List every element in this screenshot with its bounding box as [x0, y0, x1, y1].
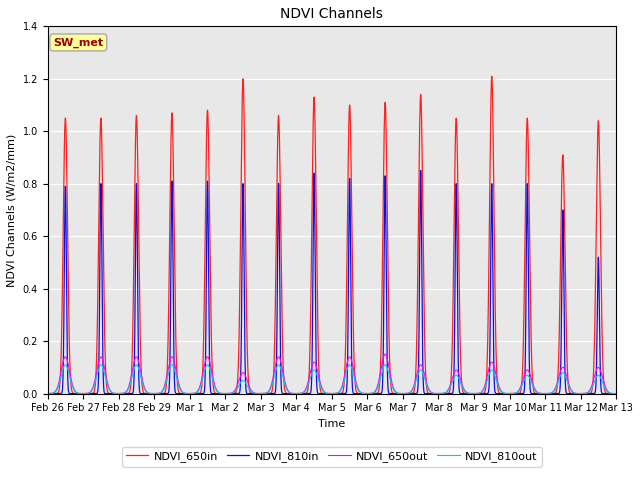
NDVI_810out — [44, 391, 51, 396]
NDVI_650out — [95, 360, 102, 366]
NDVI_810in — [95, 380, 102, 386]
NDVI_650in — [484, 351, 492, 357]
NDVI_650in — [525, 185, 532, 191]
NDVI_810out — [612, 391, 620, 396]
Y-axis label: NDVI Channels (W/m2/mm): NDVI Channels (W/m2/mm) — [7, 133, 17, 287]
NDVI_650in — [200, 296, 208, 301]
Title: NDVI Channels: NDVI Channels — [280, 7, 383, 21]
Text: SW_met: SW_met — [53, 37, 104, 48]
NDVI_810in — [484, 391, 492, 396]
NDVI_650out — [381, 351, 389, 357]
NDVI_810in — [417, 168, 424, 173]
Legend: NDVI_650in, NDVI_810in, NDVI_650out, NDVI_810out: NDVI_650in, NDVI_810in, NDVI_650out, NDV… — [122, 447, 542, 467]
NDVI_650out — [541, 391, 549, 396]
NDVI_810out — [525, 373, 532, 379]
NDVI_650in — [239, 81, 247, 86]
NDVI_650out — [44, 391, 51, 396]
NDVI_810out — [95, 367, 102, 372]
X-axis label: Time: Time — [318, 419, 346, 429]
NDVI_650out — [525, 369, 532, 374]
NDVI_650in — [488, 73, 495, 79]
NDVI_650in — [95, 257, 102, 263]
NDVI_810in — [239, 193, 247, 199]
NDVI_810out — [484, 377, 492, 383]
NDVI_810in — [525, 328, 532, 334]
NDVI_650out — [239, 370, 247, 375]
NDVI_810out — [564, 380, 572, 385]
NDVI_650out — [484, 372, 492, 378]
NDVI_650in — [44, 391, 51, 396]
NDVI_650out — [200, 363, 208, 369]
NDVI_810in — [564, 391, 572, 396]
NDVI_810in — [44, 391, 51, 396]
NDVI_810in — [200, 388, 208, 394]
NDVI_810out — [61, 362, 69, 368]
NDVI_810out — [239, 378, 247, 384]
Line: NDVI_650out: NDVI_650out — [47, 354, 616, 394]
NDVI_810out — [200, 369, 208, 374]
Line: NDVI_650in: NDVI_650in — [47, 76, 616, 394]
NDVI_650out — [564, 377, 572, 383]
Line: NDVI_810out: NDVI_810out — [47, 365, 616, 394]
NDVI_650in — [564, 371, 572, 376]
NDVI_650in — [541, 391, 549, 396]
NDVI_810in — [612, 391, 620, 396]
Line: NDVI_810in: NDVI_810in — [47, 170, 616, 394]
NDVI_650out — [612, 391, 620, 396]
NDVI_650in — [612, 391, 620, 396]
